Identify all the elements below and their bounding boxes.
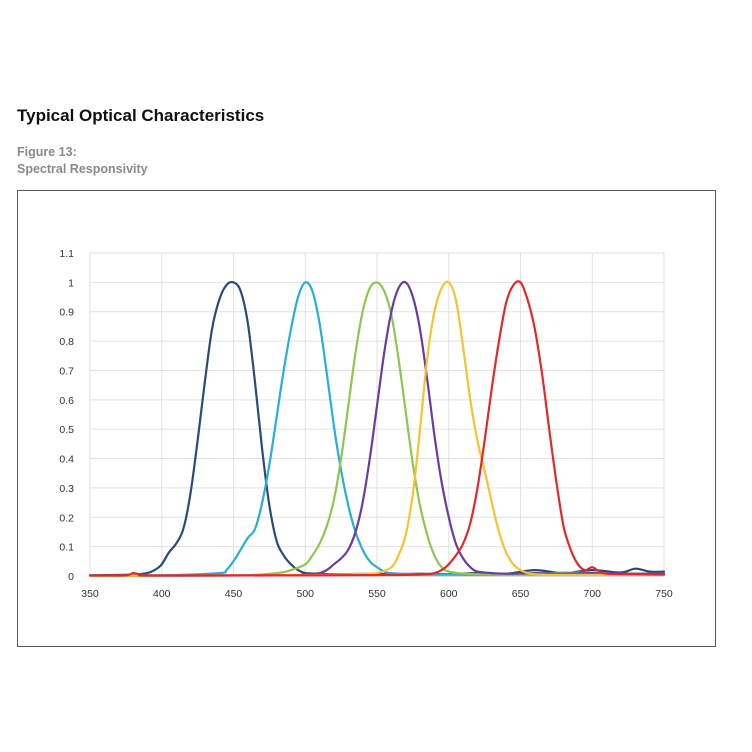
y-tick-label: 1 (68, 277, 74, 289)
figure-label: Figure 13: Spectral Responsivity (17, 144, 148, 178)
y-tick-label: 0.1 (59, 542, 74, 554)
x-tick-label: 450 (225, 588, 243, 600)
y-tick-label: 0 (68, 571, 74, 583)
grid-layer (89, 252, 665, 577)
x-tick-label: 500 (296, 588, 314, 600)
y-tick-label: 0.7 (59, 365, 74, 377)
x-tick-label: 550 (368, 588, 386, 600)
y-tick-label: 0.6 (59, 395, 74, 407)
x-tick-label: 700 (583, 588, 601, 600)
series-line-4 (88, 280, 666, 577)
x-tick-label: 350 (81, 588, 99, 600)
figure-caption: Spectral Responsivity (17, 162, 148, 176)
y-tick-label: 0.2 (59, 512, 74, 524)
page-heading: Typical Optical Characteristics (17, 106, 265, 125)
x-tick-label: 600 (440, 588, 458, 600)
series-layer (88, 280, 666, 577)
y-tick-label: 0.4 (59, 454, 74, 466)
x-tick-label: 650 (512, 588, 530, 600)
chart-frame: 0 0.1 0.2 0.3 0.4 0.5 0.6 0.7 0.8 0.9 1 1.1 350 400 45… (17, 190, 716, 647)
tick-layer: 0 0.1 0.2 0.3 0.4 0.5 0.6 0.7 0.8 0.9 1 1.1 350 400 45… (59, 248, 673, 600)
figure-number: Figure 13: (17, 145, 77, 159)
x-tick-label: 400 (153, 588, 171, 600)
y-tick-label: 0.8 (59, 336, 74, 348)
y-tick-label: 0.9 (59, 307, 74, 319)
series-line-6 (88, 280, 666, 577)
x-tick-label: 750 (655, 588, 673, 600)
y-tick-label: 0.3 (59, 483, 74, 495)
y-tick-label: 1.1 (59, 248, 74, 260)
series-line-5 (88, 280, 666, 577)
spectral-responsivity-chart: 0 0.1 0.2 0.3 0.4 0.5 0.6 0.7 0.8 0.9 1 1.1 350 400 45… (59, 248, 673, 600)
y-tick-label: 0.5 (59, 424, 74, 436)
